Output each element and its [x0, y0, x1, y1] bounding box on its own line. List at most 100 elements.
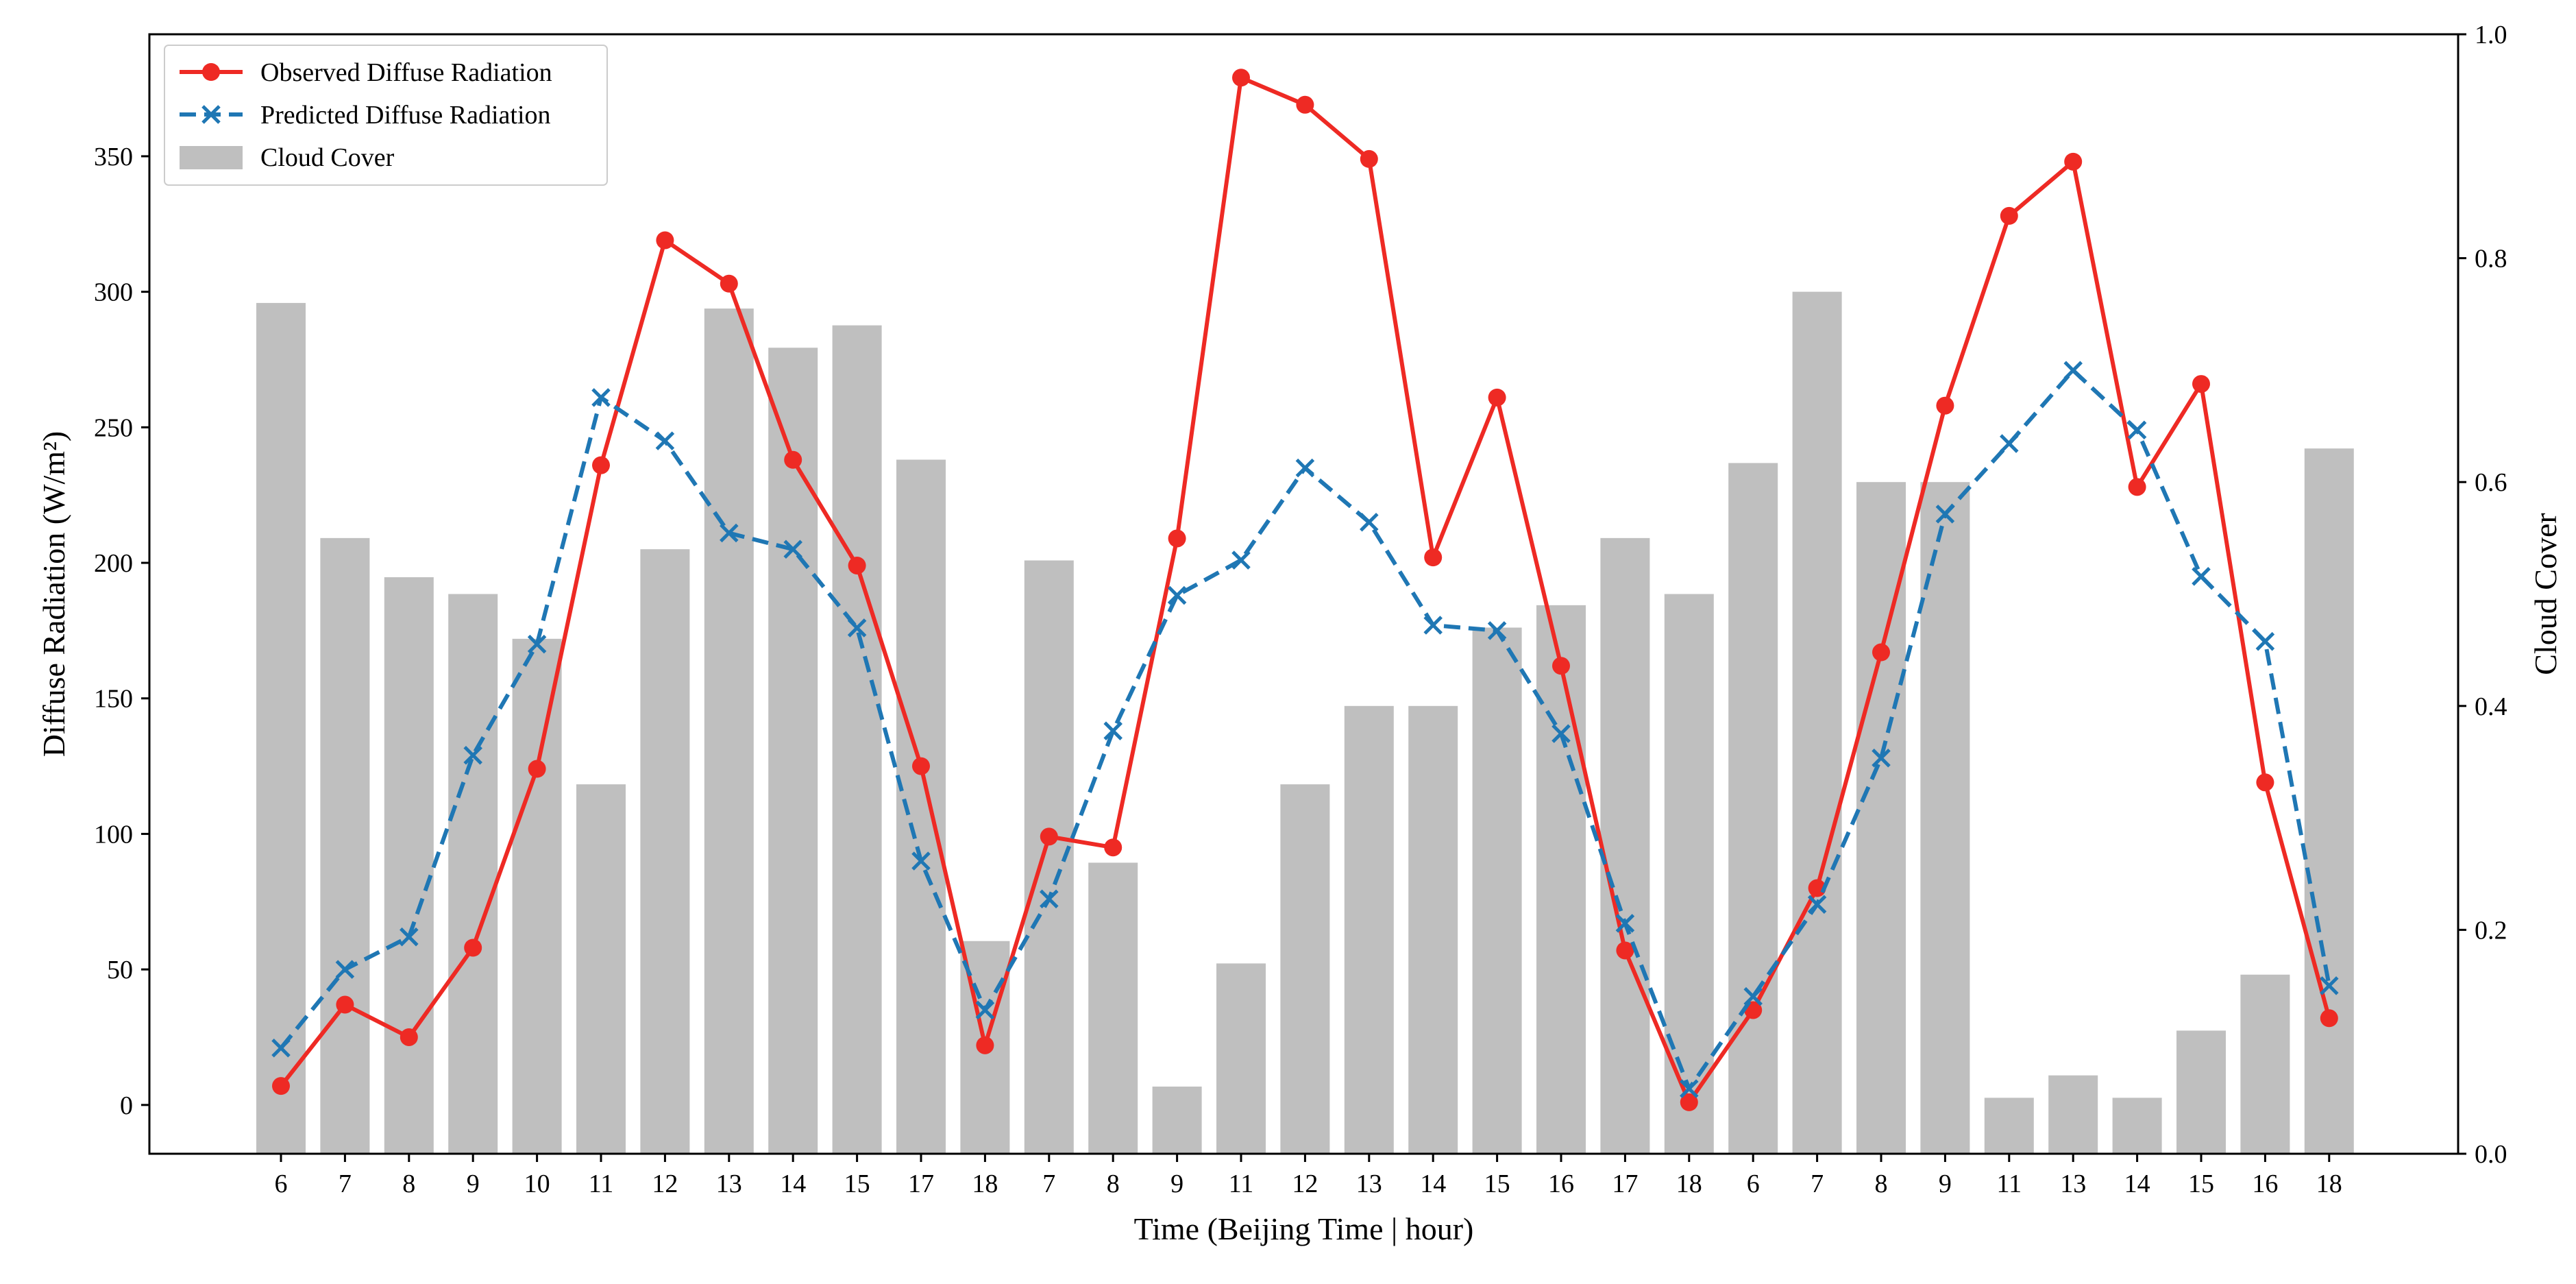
y2-tick-label-3: 0.6 [2475, 468, 2507, 497]
predicted-point-14-stroke-b [1167, 585, 1187, 605]
predicted-point-28 [2063, 361, 2083, 380]
cloud-cover-bar-32 [2304, 448, 2354, 1154]
cloud-cover-bar-26 [1920, 482, 1970, 1154]
x-tick-label-7: 13 [716, 1170, 742, 1198]
x-tick-label-29: 14 [2124, 1170, 2150, 1198]
legend-marker-1-stroke-b [201, 105, 221, 124]
predicted-point-20-stroke-b [1551, 724, 1571, 743]
predicted-point-11 [975, 1000, 995, 1020]
cloud-cover-bar-13 [1088, 862, 1138, 1154]
predicted-point-27 [2000, 434, 2019, 453]
cloud-cover-bar-17 [1344, 705, 1394, 1154]
cloud-cover-bar-2 [384, 577, 434, 1154]
observed-point-28 [2064, 152, 2083, 171]
x-tick-label-26: 9 [1939, 1170, 1952, 1198]
legend-swatch-2 [180, 146, 243, 169]
cloud-cover-bar-8 [768, 348, 818, 1154]
predicted-point-1-stroke-b [335, 960, 355, 979]
observed-point-10 [912, 757, 930, 775]
y2-tick-label-2: 0.4 [2475, 692, 2507, 721]
legend-label-observed: Observed Diffuse Radiation [260, 58, 552, 87]
predicted-point-22 [1680, 1079, 1699, 1098]
legend-label-cloud-cover: Cloud Cover [260, 143, 395, 172]
predicted-point-29 [2127, 420, 2147, 440]
predicted-point-19-stroke-b [1487, 621, 1507, 640]
x-tick-label-20: 16 [1548, 1170, 1574, 1198]
predicted-point-31 [2255, 631, 2275, 651]
predicted-point-15-stroke-b [1231, 550, 1251, 570]
predicted-point-10 [911, 851, 931, 871]
cloud-cover-bar-28 [2048, 1075, 2098, 1154]
predicted-point-27-stroke-b [2000, 434, 2019, 453]
predicted-point-29-stroke-b [2127, 420, 2147, 440]
cloud-cover-bar-29 [2112, 1098, 2162, 1154]
predicted-point-16 [1295, 458, 1315, 478]
x-tick-label-0: 6 [275, 1170, 288, 1198]
plot-frame [148, 33, 2460, 1155]
predicted-point-4 [527, 634, 547, 654]
x-tick-label-28: 13 [2060, 1170, 2086, 1198]
predicted-point-18-stroke-b [1423, 616, 1443, 635]
cloud-cover-bar-15 [1216, 963, 1266, 1154]
cloud-cover-bar-6 [640, 549, 690, 1154]
cloud-cover-bar-7 [704, 308, 754, 1154]
y2-tick-label-0: 0.0 [2475, 1140, 2507, 1169]
cloud-cover-bar-30 [2176, 1030, 2226, 1154]
predicted-point-2-stroke-b [400, 927, 419, 947]
x-tick-label-14: 9 [1170, 1170, 1183, 1198]
y2-axis-title: Cloud Cover [2528, 513, 2563, 675]
predicted-point-31-stroke-b [2255, 631, 2275, 651]
y-tick-label-1: 50 [107, 956, 133, 984]
observed-point-16 [1296, 95, 1314, 114]
observed-point-27 [2000, 206, 2018, 225]
cloud-cover-bar-16 [1280, 784, 1330, 1154]
cloud-cover-bar-31 [2240, 974, 2290, 1154]
observed-point-3 [464, 938, 482, 957]
predicted-point-24 [1807, 895, 1827, 914]
predicted-point-21-stroke-b [1615, 914, 1635, 933]
predicted-point-4-stroke-b [527, 634, 547, 654]
x-tick-label-23: 6 [1747, 1170, 1760, 1198]
predicted-point-14 [1167, 585, 1187, 605]
observed-point-24 [1808, 879, 1826, 897]
predicted-point-11-stroke-b [975, 1000, 995, 1020]
cloud-cover-bar-27 [1984, 1098, 2034, 1154]
observed-point-31 [2256, 773, 2274, 792]
observed-point-32 [2320, 1009, 2338, 1028]
predicted-point-5-stroke-b [591, 388, 611, 407]
predicted-point-3 [463, 745, 482, 765]
y-tick-label-6: 300 [94, 278, 133, 307]
cloud-cover-bar-1 [320, 537, 370, 1154]
observed-point-29 [2128, 478, 2146, 496]
x-tick-label-11: 18 [972, 1170, 998, 1198]
predicted-point-2 [400, 927, 419, 947]
predicted-point-1 [335, 960, 355, 979]
predicted-point-12 [1040, 889, 1059, 909]
cloud-cover-bar-20 [1536, 605, 1586, 1154]
predicted-point-10-stroke-b [911, 851, 931, 871]
predicted-point-32 [2320, 976, 2339, 995]
x-tick-label-10: 17 [908, 1170, 934, 1198]
legend-marker-0 [202, 63, 220, 81]
observed-point-21 [1616, 941, 1634, 960]
cloud-cover-bar-5 [576, 784, 626, 1154]
observed-point-13 [1104, 838, 1123, 857]
legend-label-predicted: Predicted Diffuse Radiation [260, 101, 551, 130]
predicted-point-19 [1487, 621, 1507, 640]
predicted-point-16-stroke-b [1295, 458, 1315, 478]
cloud-cover-bar-19 [1472, 627, 1522, 1154]
x-tick-label-9: 15 [844, 1170, 870, 1198]
predicted-point-20 [1551, 724, 1571, 743]
cloud-cover-bar-14 [1152, 1087, 1202, 1154]
cloud-cover-bar-4 [512, 638, 562, 1154]
cloud-cover-bars [256, 291, 2354, 1154]
observed-point-30 [2192, 375, 2210, 393]
predicted-point-28-stroke-b [2063, 361, 2083, 380]
predicted-series [271, 361, 2339, 1098]
predicted-point-22-stroke-b [1680, 1079, 1699, 1098]
observed-point-17 [1360, 149, 1378, 168]
observed-point-11 [976, 1036, 994, 1054]
legend-symbol-predicted [180, 105, 243, 124]
x-tick-label-12: 7 [1042, 1170, 1055, 1198]
predicted-point-26 [1935, 505, 1955, 524]
